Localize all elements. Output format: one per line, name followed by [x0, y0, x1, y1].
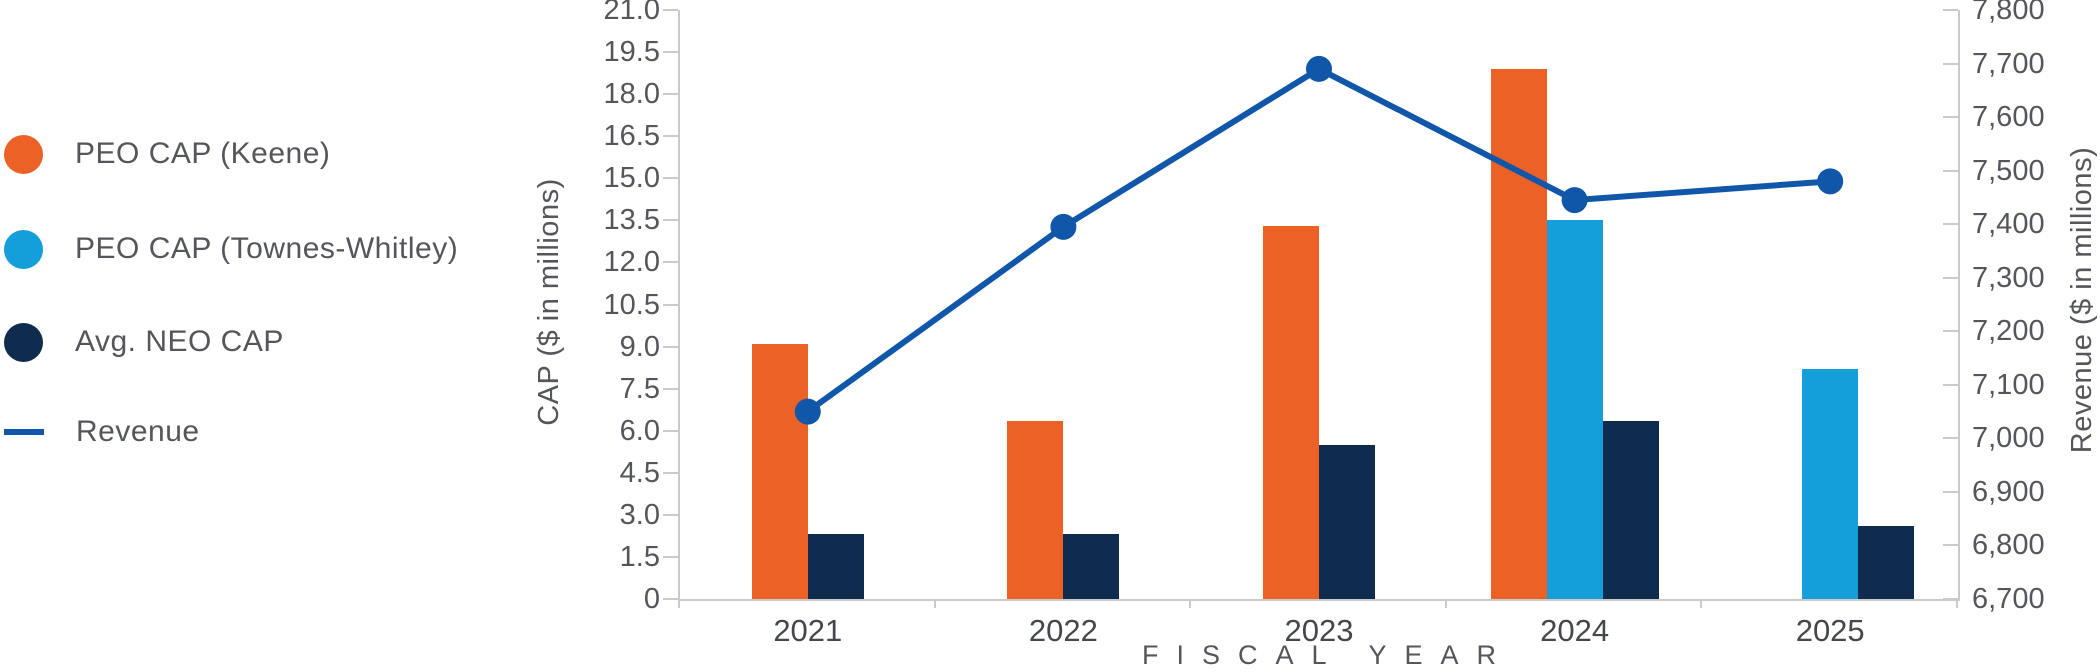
cap-axis-tick — [663, 303, 678, 306]
revenue-axis-tick — [1943, 544, 1958, 547]
fiscal-year-axis-tick — [1700, 599, 1703, 608]
cap-axis-tick-label: 9.0 — [619, 330, 660, 363]
year-label: 2025 — [1795, 613, 1865, 648]
revenue-axis-tick — [1943, 330, 1958, 333]
year-label: 2023 — [1284, 613, 1354, 648]
revenue-axis-tick-label: 7,600 — [1972, 101, 2045, 134]
revenue-axis-tick-label: 6,900 — [1972, 475, 2045, 508]
revenue-axis-tick — [1943, 490, 1958, 493]
cap-axis-tick-label: 7.5 — [619, 372, 660, 405]
revenue-axis-tick — [1943, 116, 1958, 119]
revenue-axis-tick-label: 7,500 — [1972, 154, 2045, 187]
bar-peo-cap-keene--2024 — [1490, 68, 1547, 599]
revenue-axis-tick — [1943, 437, 1958, 440]
legend-label: PEO CAP (Keene) — [75, 137, 331, 170]
revenue-axis-tick-label: 7,100 — [1972, 368, 2045, 401]
revenue-axis-tick-label: 6,700 — [1972, 583, 2045, 615]
revenue-axis-tick — [1943, 62, 1958, 65]
revenue-axis-tick — [1943, 169, 1958, 172]
cap-axis-tick-label: 13.5 — [603, 204, 660, 237]
x-axis-line — [678, 599, 1960, 601]
left-axis-line — [678, 10, 680, 601]
cap-axis-tick — [663, 513, 678, 516]
revenue-axis-tick-label: 7,000 — [1972, 422, 2045, 455]
right-axis-line — [1958, 10, 1960, 601]
fiscal-year-axis-tick — [1189, 599, 1192, 608]
revenue-axis-tick-label: 7,300 — [1972, 261, 2045, 294]
year-label: 2022 — [1028, 613, 1098, 648]
legend-label: Revenue — [76, 415, 200, 448]
cap-axis-tick-label: 15.0 — [603, 162, 660, 195]
revenue-marker-2025 — [1817, 168, 1844, 195]
revenue-axis-tick-label: 7,700 — [1972, 47, 2045, 80]
revenue-axis-tick — [1943, 9, 1958, 11]
year-label: 2021 — [773, 613, 843, 648]
cap-axis-tick-label: 4.5 — [619, 456, 660, 489]
cap-axis-tick — [663, 261, 678, 264]
fiscal-year-axis-tick — [1956, 599, 1958, 608]
legend-label: Avg. NEO CAP — [75, 325, 284, 358]
revenue-line — [806, 65, 1831, 415]
revenue-marker-2024 — [1561, 187, 1588, 214]
cap-axis-tick-label: 3.0 — [619, 498, 660, 531]
cap-axis-tick — [663, 429, 678, 432]
cap-axis-tick — [663, 177, 678, 180]
legend-item-peo-cap-keene: PEO CAP (Keene) — [4, 134, 330, 174]
revenue-axis-tick — [1943, 276, 1958, 279]
peo-cap-keene-swatch-icon — [4, 134, 43, 174]
cap-axis-tick — [663, 555, 678, 558]
legend-label: PEO CAP (Townes-Whitley) — [75, 232, 459, 265]
revenue-axis-tick — [1943, 598, 1958, 600]
avg-neo-cap-swatch-icon — [4, 322, 43, 362]
revenue-marker-2022 — [1050, 213, 1077, 240]
cap-axis-tick — [663, 219, 678, 222]
peo-cap-townes-whitley-swatch-icon — [4, 229, 43, 269]
revenue-axis-tick — [1943, 383, 1958, 386]
cap-axis-tick-label: 18.0 — [603, 78, 660, 111]
fiscal-year-axis-tick — [1444, 599, 1447, 608]
bar-peo-cap-keene--2022 — [1007, 420, 1064, 599]
revenue-axis-tick-label: 7,400 — [1972, 208, 2045, 241]
cap-axis-tick-label: 10.5 — [603, 288, 660, 321]
revenue-axis-tick-label: 7,200 — [1972, 315, 2045, 348]
cap-axis-tick-label: 19.5 — [603, 36, 660, 69]
bar-avg-neo-cap-2022 — [1063, 534, 1120, 599]
cap-axis-tick-label: 21.0 — [603, 0, 660, 26]
bar-avg-neo-cap-2025 — [1858, 526, 1915, 599]
bar-peo-cap-townes-whitley--2025 — [1802, 369, 1859, 599]
x-axis-title: FISCAL YEAR — [1141, 640, 1515, 670]
right-axis-title: Revenue ($ in millions) — [2066, 146, 2098, 454]
cap-axis-tick — [663, 135, 678, 138]
fiscal-year-axis-tick — [678, 599, 680, 608]
revenue-marker-2023 — [1306, 55, 1332, 82]
cap-axis-tick-label: 1.5 — [619, 540, 660, 573]
cap-axis-tick — [663, 598, 678, 600]
revenue-line-swatch-icon — [4, 429, 44, 435]
bar-avg-neo-cap-2024 — [1602, 420, 1659, 599]
legend-item-peo-cap-townes-whitley: PEO CAP (Townes-Whitley) — [4, 229, 458, 269]
cap-axis-tick — [663, 51, 678, 54]
cap-axis-tick — [663, 387, 678, 390]
bar-avg-neo-cap-2021 — [807, 534, 864, 599]
bar-peo-cap-keene--2021 — [751, 343, 808, 599]
legend-item-avg-neo-cap: Avg. NEO CAP — [4, 322, 284, 362]
legend-item-revenue: Revenue — [4, 412, 200, 452]
cap-axis-tick — [663, 93, 678, 96]
cap-axis-tick-label: 12.0 — [603, 246, 660, 279]
cap-axis-tick-label: 6.0 — [619, 414, 660, 447]
revenue-axis-tick-label: 6,800 — [1972, 529, 2045, 562]
cap-axis-tick-label: 0 — [643, 583, 660, 615]
cap-axis-tick — [663, 471, 678, 474]
cap-axis-tick-label: 16.5 — [603, 120, 660, 153]
revenue-axis-tick-label: 7,800 — [1972, 0, 2045, 26]
bar-peo-cap-keene--2023 — [1263, 225, 1319, 599]
revenue-axis-tick — [1943, 223, 1958, 226]
cap-axis-tick — [663, 345, 678, 348]
fiscal-year-axis-tick — [933, 599, 936, 608]
bar-avg-neo-cap-2023 — [1319, 444, 1375, 599]
year-label: 2024 — [1540, 613, 1610, 648]
cap-axis-tick — [663, 9, 678, 11]
bar-peo-cap-townes-whitley--2024 — [1546, 220, 1603, 599]
